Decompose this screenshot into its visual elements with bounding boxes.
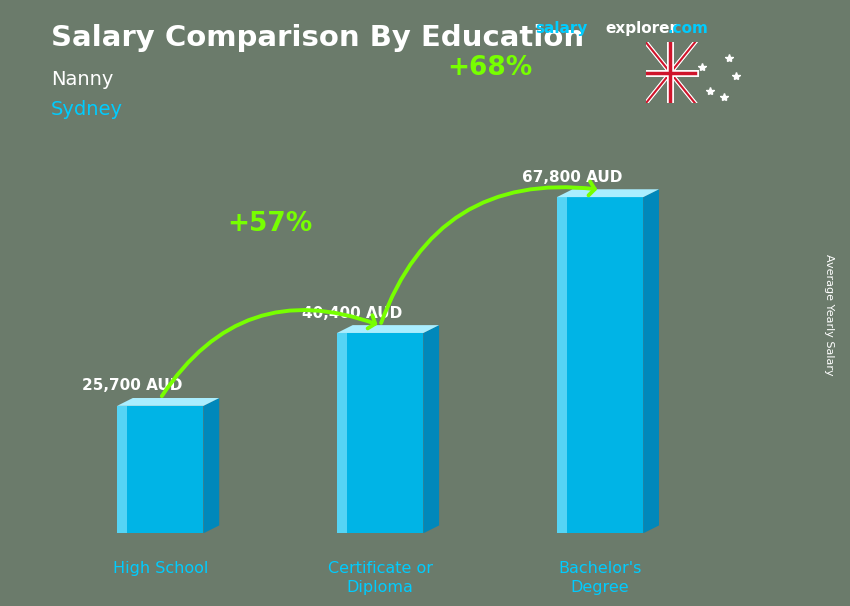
Text: Sydney: Sydney — [51, 100, 123, 119]
Text: 67,800 AUD: 67,800 AUD — [522, 170, 622, 185]
FancyBboxPatch shape — [557, 197, 643, 533]
Polygon shape — [117, 398, 219, 406]
Polygon shape — [203, 398, 219, 533]
FancyBboxPatch shape — [337, 333, 423, 533]
Polygon shape — [337, 325, 439, 333]
Bar — [117, 406, 128, 533]
Polygon shape — [643, 189, 659, 533]
Bar — [337, 333, 348, 533]
Text: explorer: explorer — [605, 21, 677, 36]
FancyBboxPatch shape — [117, 406, 203, 533]
Text: High School: High School — [112, 561, 208, 576]
Text: Bachelor's
Degree: Bachelor's Degree — [558, 561, 642, 595]
Text: Salary Comparison By Education: Salary Comparison By Education — [51, 24, 584, 52]
Text: 25,700 AUD: 25,700 AUD — [82, 379, 182, 393]
Text: 40,400 AUD: 40,400 AUD — [302, 305, 402, 321]
Text: +57%: +57% — [228, 211, 313, 237]
Text: +68%: +68% — [447, 55, 533, 81]
Text: Certificate or
Diploma: Certificate or Diploma — [328, 561, 433, 595]
Text: .com: .com — [667, 21, 708, 36]
Text: Average Yearly Salary: Average Yearly Salary — [824, 255, 834, 376]
Bar — [557, 197, 567, 533]
Polygon shape — [423, 325, 439, 533]
Text: Nanny: Nanny — [51, 70, 113, 88]
Text: salary: salary — [536, 21, 588, 36]
Polygon shape — [557, 189, 659, 197]
